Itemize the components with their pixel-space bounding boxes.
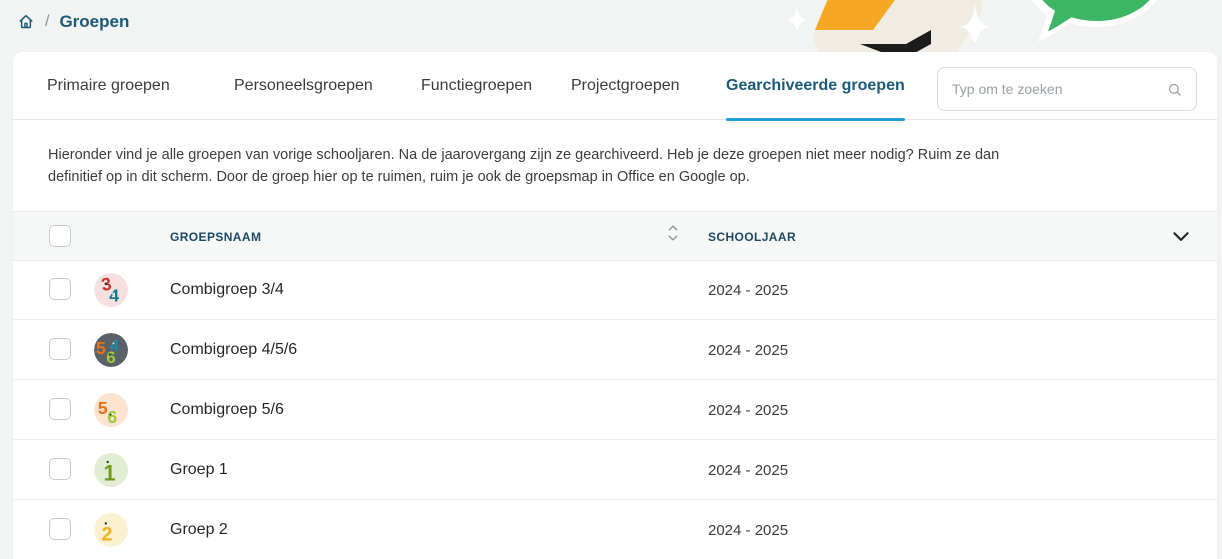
svg-text:4: 4 <box>109 285 119 305</box>
svg-text:2: 2 <box>102 523 113 545</box>
svg-text:6: 6 <box>106 348 115 367</box>
svg-text:5: 5 <box>98 398 108 418</box>
svg-text:1: 1 <box>103 460 115 485</box>
svg-text:5: 5 <box>96 338 106 358</box>
svg-text:6: 6 <box>107 407 117 427</box>
